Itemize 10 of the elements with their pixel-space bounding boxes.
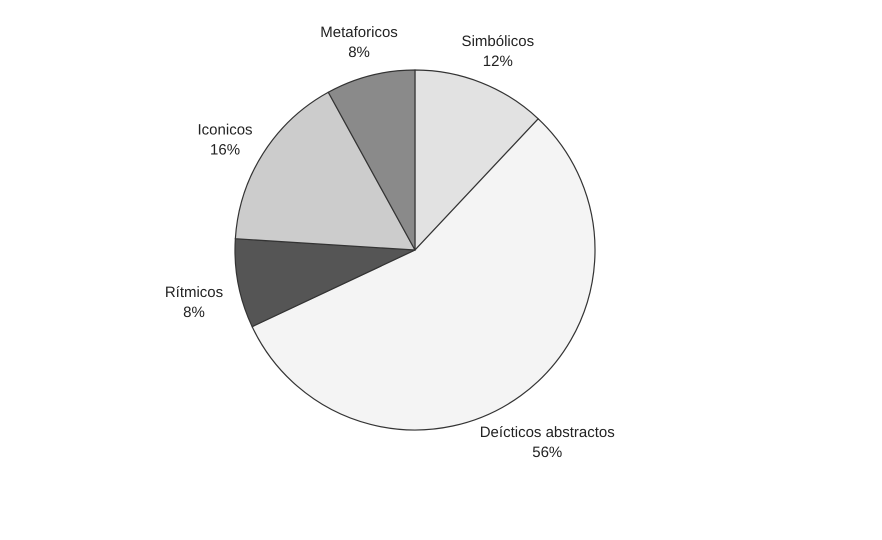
slice-label: Simbólicos <box>462 32 534 50</box>
slice-label: Metaforicos <box>320 24 398 42</box>
slice-label: Iconicos <box>198 121 253 138</box>
data-label: 16% <box>210 141 240 158</box>
data-label: 56% <box>532 444 562 462</box>
data-label: 8% <box>183 304 205 322</box>
data-label: 12% <box>482 52 513 70</box>
slice-label: Rítmicos <box>164 284 224 302</box>
slice-label: Deícticos abstractos <box>480 424 615 442</box>
data-label: 8% <box>348 44 370 62</box>
